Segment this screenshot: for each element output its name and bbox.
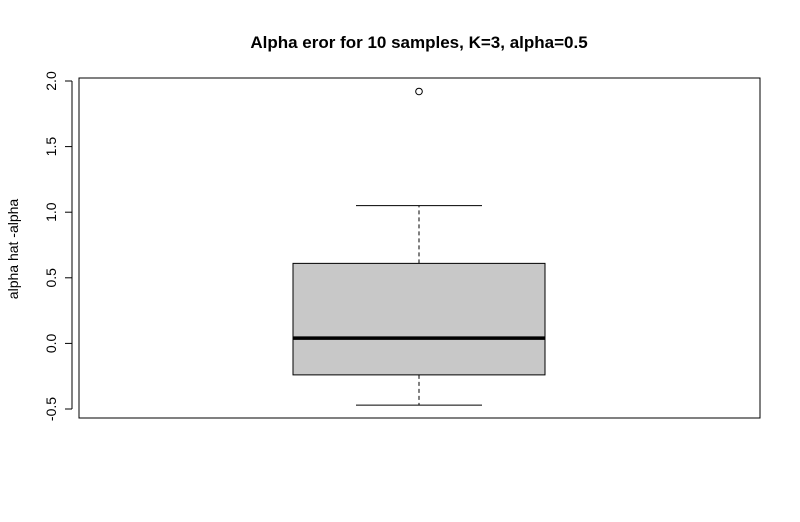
y-tick-label: -0.5: [43, 397, 59, 421]
y-tick-label: 0.5: [43, 268, 59, 288]
y-axis-label: alpha hat -alpha: [5, 199, 21, 300]
plot-frame: [78, 77, 761, 419]
y-tick-label: 2.0: [43, 71, 59, 91]
chart-title: Alpha eror for 10 samples, K=3, alpha=0.…: [250, 33, 587, 52]
outlier-point: [415, 87, 423, 96]
y-axis: -0.5 0.0 0.5 1.0 1.5 2.0: [43, 71, 73, 421]
iqr-box: [292, 262, 546, 376]
y-tick-label: 1.5: [43, 137, 59, 157]
y-tick-label: 0.0: [43, 333, 59, 353]
y-tick-label: 1.0: [43, 202, 59, 222]
box-group: [292, 87, 546, 406]
